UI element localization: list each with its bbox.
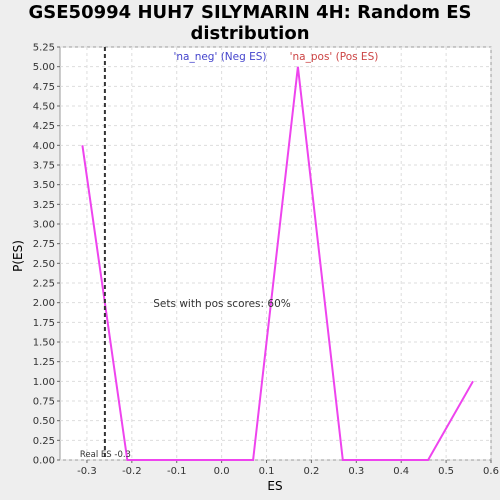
y-tick-label: 2.75 xyxy=(33,239,55,250)
y-tick-label: 1.00 xyxy=(33,377,55,388)
legend-pos: 'na_pos' (Pos ES) xyxy=(290,51,379,63)
y-tick-label: 5.00 xyxy=(33,62,55,73)
plot-area xyxy=(59,46,492,461)
series-group xyxy=(81,66,474,461)
y-tick-label: 1.25 xyxy=(33,357,55,368)
real-es-label: Real ES -0.3 xyxy=(80,450,131,460)
x-tick-label: 0.1 xyxy=(259,466,275,477)
y-tick-label: 3.75 xyxy=(33,161,55,172)
x-tick-label: -0.3 xyxy=(77,466,97,477)
y-tick-label: 4.75 xyxy=(33,82,55,93)
y-tick-label: 4.50 xyxy=(33,102,55,113)
y-tick-label: 2.50 xyxy=(33,259,55,270)
y-ticks: 0.00 0.25 0.50 0.75 1.00 1.25 1.50 1.75 2.00 2.25… xyxy=(33,43,60,467)
series-line xyxy=(81,66,474,461)
y-tick-label: 4.25 xyxy=(33,121,55,132)
y-tick-label: 3.50 xyxy=(33,180,55,191)
x-ticks: -0.3 -0.2 -0.1 0.0 0.1 0.2 0.3 0.4 0.5 0.6 xyxy=(77,460,499,477)
x-tick-label: 0.2 xyxy=(303,466,319,477)
x-tick-label: 0.4 xyxy=(393,466,409,477)
x-axis-label: ES xyxy=(267,479,282,493)
x-tick-label: 0.0 xyxy=(214,466,230,477)
chart-title-line-2: distribution xyxy=(190,23,309,44)
x-tick-label: -0.2 xyxy=(122,466,142,477)
x-tick-label: 0.3 xyxy=(348,466,364,477)
y-tick-label: 0.25 xyxy=(33,436,55,447)
y-tick-label: 1.50 xyxy=(33,338,55,349)
y-tick-label: 2.25 xyxy=(33,279,55,290)
x-tick-label: 0.5 xyxy=(438,466,454,477)
chart-title-line-1: GSE50994 HUH7 SILYMARIN 4H: Random ES xyxy=(29,2,472,23)
y-axis-label: P(ES) xyxy=(11,240,25,272)
y-tick-label: 0.00 xyxy=(33,456,55,467)
y-tick-label: 0.75 xyxy=(33,397,55,408)
y-tick-label: 4.00 xyxy=(33,141,55,152)
y-tick-label: 5.25 xyxy=(33,43,55,54)
y-tick-label: 1.75 xyxy=(33,318,55,329)
x-tick-label: 0.6 xyxy=(483,466,499,477)
y-tick-label: 3.25 xyxy=(33,200,55,211)
y-tick-label: 2.00 xyxy=(33,298,55,309)
y-tick-label: 3.00 xyxy=(33,220,55,231)
y-tick-label: 0.50 xyxy=(33,416,55,427)
x-tick-label: -0.1 xyxy=(167,466,187,477)
grid xyxy=(60,46,492,461)
legend-neg: 'na_neg' (Neg ES) xyxy=(173,51,266,63)
pos-scores-annotation: Sets with pos scores: 60% xyxy=(153,298,290,310)
